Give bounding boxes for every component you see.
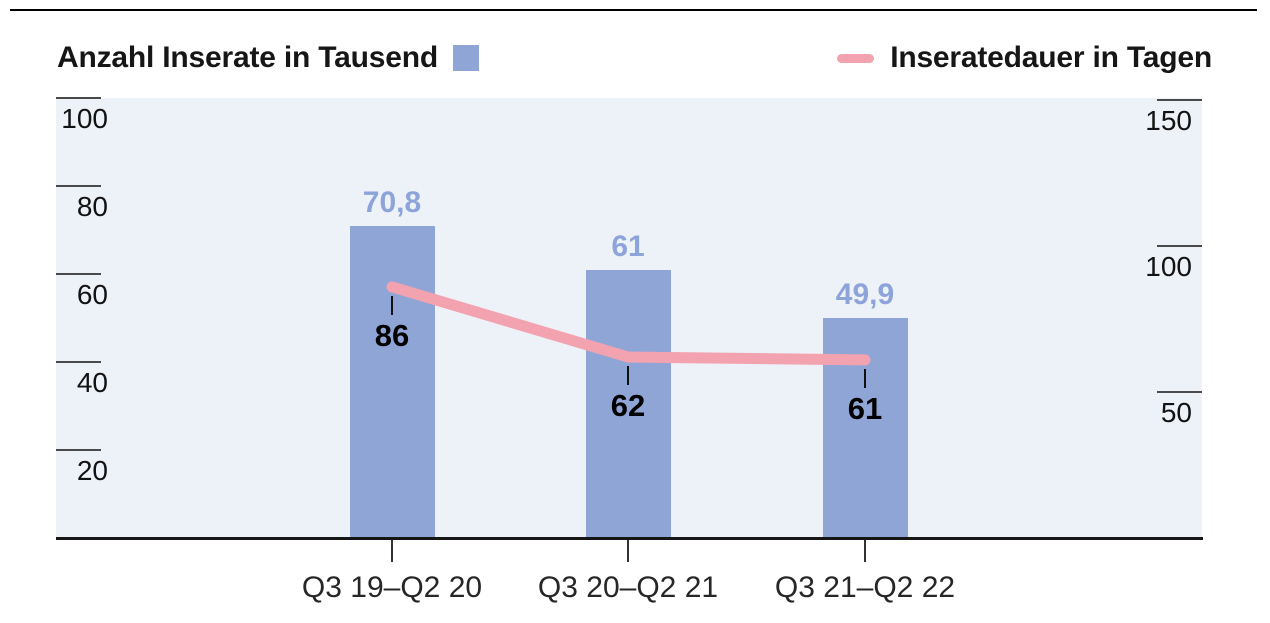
right-axis-tick-label: 150 bbox=[1145, 105, 1192, 136]
right-axis-tick-label: 50 bbox=[1160, 397, 1192, 428]
left-axis-tick bbox=[56, 185, 101, 187]
left-axis-tick bbox=[56, 97, 101, 99]
point-callout-tick bbox=[391, 295, 393, 315]
right-axis-tick bbox=[1157, 99, 1202, 101]
point-value-label: 86 bbox=[374, 317, 410, 353]
legend-bars-label: Anzahl Inserate in Tausend bbox=[57, 41, 438, 74]
right-axis-tick-label: 100 bbox=[1145, 251, 1192, 282]
right-axis-tick bbox=[1157, 391, 1202, 393]
point-callout-tick bbox=[864, 368, 866, 388]
bar-value-label: 49,9 bbox=[835, 278, 895, 312]
x-axis-tick bbox=[391, 540, 393, 562]
left-axis-tick-label: 20 bbox=[76, 455, 108, 486]
point-value-label: 61 bbox=[847, 390, 883, 426]
left-axis-tick-label: 60 bbox=[76, 279, 108, 310]
x-axis-tick bbox=[627, 540, 629, 562]
bar-swatch-icon bbox=[453, 45, 479, 71]
bar-value-label: 61 bbox=[611, 229, 645, 263]
bar-value-label: 70,8 bbox=[362, 186, 422, 220]
category-label: Q3 21–Q2 22 bbox=[774, 571, 956, 604]
point-value-label: 62 bbox=[610, 387, 646, 423]
legend-line-label: Inseratedauer in Tagen bbox=[890, 41, 1212, 74]
x-axis-line bbox=[56, 537, 1203, 540]
legend-line: Inseratedauer in Tagen bbox=[837, 41, 1212, 75]
left-axis-tick bbox=[56, 273, 101, 275]
left-axis-tick bbox=[56, 449, 101, 451]
bar bbox=[822, 318, 908, 538]
right-axis-tick bbox=[1157, 245, 1202, 247]
left-axis-tick bbox=[56, 361, 101, 363]
legend-bars: Anzahl Inserate in Tausend bbox=[57, 41, 479, 75]
category-label: Q3 19–Q2 20 bbox=[301, 571, 483, 604]
left-axis-tick-label: 100 bbox=[61, 103, 108, 134]
line-swatch-icon bbox=[837, 53, 875, 63]
bar bbox=[349, 226, 435, 538]
left-axis-tick-label: 40 bbox=[76, 367, 108, 398]
category-label: Q3 20–Q2 21 bbox=[537, 571, 719, 604]
point-callout-tick bbox=[627, 365, 629, 385]
top-divider bbox=[10, 9, 1257, 11]
left-axis-tick-label: 80 bbox=[76, 191, 108, 222]
x-axis-tick bbox=[864, 540, 866, 562]
